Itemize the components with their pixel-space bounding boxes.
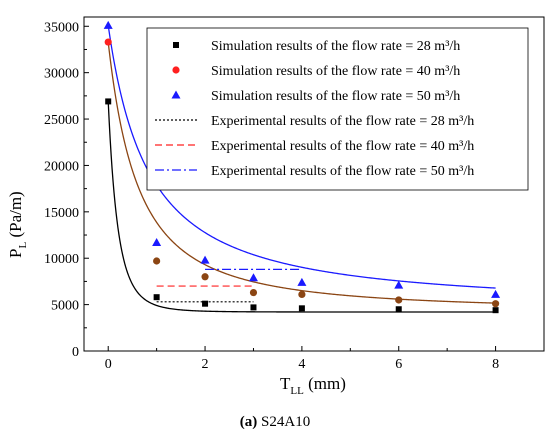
data-point <box>395 296 403 304</box>
x-tick-label: 6 <box>395 357 402 372</box>
y-tick-label: 30000 <box>44 67 79 82</box>
fit-curve <box>107 25 496 289</box>
data-point <box>249 288 258 297</box>
x-tick-label: 0 <box>105 357 112 372</box>
fit-curve <box>107 101 496 313</box>
x-axis-label-unit: (mm) <box>304 374 346 393</box>
legend-label: Simulation results of the flow rate = 50… <box>211 89 460 104</box>
y-tick-label: 25000 <box>44 113 79 128</box>
caption-text: S24A10 <box>257 414 311 430</box>
y-axis-label-main: P <box>6 249 25 258</box>
caption-label: (a) <box>239 414 258 430</box>
x-axis: 0 2 4 6 8 <box>105 346 499 372</box>
data-point <box>201 273 209 281</box>
legend: Simulation results of the flow rate = 28… <box>146 27 529 191</box>
data-point <box>492 307 499 314</box>
data-point <box>152 237 162 246</box>
legend-label: Experimental results of the flow rate = … <box>211 114 474 129</box>
y-tick-label: 20000 <box>44 159 79 174</box>
legend-label: Experimental results of the flow rate = … <box>211 139 474 154</box>
legend-label: Experimental results of the flow rate = … <box>211 164 474 179</box>
fit-curve <box>107 41 496 304</box>
data-point <box>297 277 307 286</box>
data-point <box>250 304 257 311</box>
legend-box <box>146 27 529 191</box>
data-point <box>298 290 306 299</box>
y-axis: 0 5000 10000 15000 20000 25000 30000 35000 <box>44 20 89 360</box>
y-tick-label: 10000 <box>44 252 79 267</box>
figure-caption: (a) S24A10 <box>0 414 550 431</box>
data-markers <box>103 20 501 314</box>
y-axis-label-unit: (Pa/m) <box>6 191 25 242</box>
data-point <box>395 306 402 313</box>
y-tick-label: 5000 <box>51 299 79 314</box>
legend-marker <box>171 90 181 99</box>
x-tick-label: 4 <box>298 357 305 372</box>
y-tick-label: 0 <box>72 345 79 360</box>
data-point <box>153 257 161 265</box>
data-point <box>105 98 112 105</box>
data-point <box>248 273 258 282</box>
data-point <box>202 300 209 307</box>
y-tick-label: 15000 <box>44 206 79 221</box>
data-point <box>103 20 113 29</box>
x-axis-label-main: T <box>280 374 291 393</box>
plot-frame <box>83 16 545 352</box>
legend-marker <box>172 66 180 74</box>
y-axis-label-sub: L <box>17 242 29 249</box>
y-tick-label: 35000 <box>44 20 79 35</box>
data-point <box>491 300 500 308</box>
data-point <box>200 255 210 264</box>
legend-marker <box>173 42 179 48</box>
legend-label: Simulation results of the flow rate = 28… <box>211 39 460 54</box>
legend-label: Simulation results of the flow rate = 40… <box>211 64 460 79</box>
data-point <box>153 294 160 301</box>
x-tick-label: 8 <box>492 357 499 372</box>
data-point <box>394 280 404 289</box>
data-point <box>298 305 305 312</box>
x-axis-label: TLL (mm) <box>280 374 346 397</box>
x-axis-label-sub: LL <box>290 385 304 397</box>
y-axis-label: PL (Pa/m) <box>6 191 29 258</box>
data-point <box>104 38 112 46</box>
fit-curves <box>107 25 496 313</box>
x-tick-label: 2 <box>202 357 209 372</box>
data-point <box>491 289 501 298</box>
